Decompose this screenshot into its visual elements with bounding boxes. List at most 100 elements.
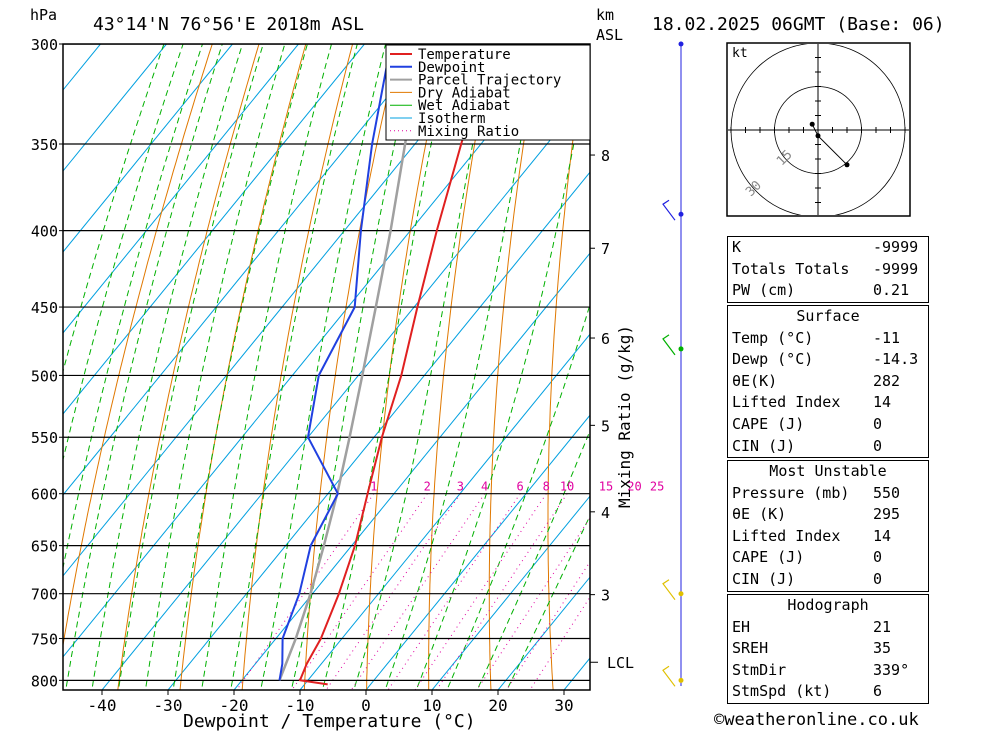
isotherm-line [63, 44, 167, 172]
km-tick-label: 6 [601, 330, 610, 348]
wind-profile [662, 41, 684, 687]
wet-adiabat-line [415, 55, 590, 690]
table-row: SREH 35 [732, 639, 892, 658]
mixing-ratio-label: 20 [627, 480, 641, 494]
dry-adiabat-line [961, 44, 1000, 692]
legend-label: Wet Adiabat [418, 98, 511, 114]
table-row: CIN (J) 0 [732, 436, 883, 455]
mixing-ratio-label: 8 [543, 480, 550, 494]
wet-adiabat-line [63, 44, 165, 373]
table-row: EH 21 [732, 617, 892, 636]
asl-unit-label: ASL [596, 26, 623, 44]
km-tick-label: 8 [601, 147, 610, 165]
wet-adiabat-line [353, 44, 493, 690]
wet-adiabat-line [290, 44, 418, 690]
isotherm-line [167, 171, 590, 690]
x-tick-label: -30 [154, 696, 183, 715]
mixing-ratio-line [236, 493, 375, 690]
pressure-tick-label: 650 [31, 538, 58, 556]
mixing-ratio-label: 3 [457, 480, 464, 494]
plot-profiles [278, 44, 491, 686]
plot-frame [62, 43, 591, 691]
dry-adiabat-line [179, 44, 307, 690]
hodograph-table: Hodograph EH 21 SREH 35 StmDir 339° StmSpd … [727, 594, 929, 704]
wind-level-dot [678, 211, 684, 217]
mixing-ratio-label: 15 [599, 480, 613, 494]
dry-adiabat-line [117, 44, 260, 690]
isotherm-line [63, 44, 563, 658]
indices-table: K -9999 Totals Totals -9999 PW (cm) 0.21 [727, 236, 929, 303]
hodograph-unit-label: kt [732, 46, 748, 61]
wind-barb [662, 334, 676, 356]
most-unstable-table-title: Most Unstable [769, 462, 887, 480]
km-tick-label: 7 [601, 240, 610, 258]
table-row: θE (K) 295 [732, 505, 901, 524]
mixing-ratio-label: 2 [424, 480, 431, 494]
legend-label: Parcel Trajectory [418, 73, 561, 89]
x-tick-label: 10 [422, 696, 441, 715]
mixing-ratio-line [435, 493, 568, 690]
dry-adiabat-line [488, 44, 541, 690]
table-row: K -9999 [732, 238, 919, 256]
pressure-tick-label: 600 [31, 486, 58, 504]
legend-label: Isotherm [418, 111, 485, 127]
pressure-tick-label: 550 [31, 429, 58, 447]
mixing-ratio-label: 6 [517, 480, 524, 494]
dry-adiabat-line [63, 44, 213, 648]
dry-adiabat-line [547, 44, 587, 690]
table-row: Lifted Index 14 [732, 526, 892, 545]
dry-adiabat-line [428, 44, 494, 690]
most-unstable-table: Most Unstable Pressure (mb) 550 θE (K) 295… [727, 460, 929, 592]
legend-label: Mixing Ratio [418, 124, 519, 140]
table-row: Dewp (°C) -14.3 [732, 350, 919, 369]
mixing-ratio-line [291, 493, 428, 690]
pressure-tick-label: 350 [31, 136, 58, 154]
table-row: Pressure (mb) 550 [732, 483, 901, 502]
table-row: CIN (J) 0 [732, 569, 883, 588]
surface-table: Surface Temp (°C) -11 Dewp (°C) -14.3 θE(K… [727, 305, 929, 459]
km-tick-label: 4 [601, 504, 610, 522]
table-row: StmDir 339° [732, 660, 910, 679]
wet-adiabat-line [476, 429, 590, 690]
pressure-tick-label: 750 [31, 630, 58, 648]
table-row: CAPE (J) 0 [732, 548, 883, 567]
x-tick-label: -20 [220, 696, 249, 715]
table-row: θE(K) 282 [732, 371, 901, 390]
pressure-tick-label: 800 [31, 672, 58, 690]
dry-adiabat-line [241, 44, 354, 690]
pressure-tick-label: 300 [31, 36, 58, 54]
wet-adiabat-line [506, 514, 590, 690]
isotherm-line [63, 44, 365, 415]
copyright-footer: ©weatheronline.co.uk [714, 710, 919, 730]
wet-adiabat-line [230, 44, 358, 690]
location-title: 43°14'N 76°56'E 2018m ASL [93, 14, 364, 35]
table-row: Temp (°C) -11 [732, 328, 901, 347]
plot-background-lines [63, 44, 1000, 692]
mixing-ratio-line [387, 493, 521, 690]
km-tick-label: 5 [601, 417, 610, 435]
wet-adiabat-line [321, 44, 453, 690]
wet-adiabat-line [63, 44, 203, 571]
pressure-tick-label: 450 [31, 299, 58, 317]
pressure-tick-label: 500 [31, 367, 58, 385]
table-row: Totals Totals -9999 [732, 259, 919, 278]
wet-adiabat-line [63, 44, 184, 462]
wet-adiabat-line [172, 44, 308, 690]
wet-adiabat-line [144, 44, 286, 690]
dry-adiabat-line [366, 44, 447, 690]
wind-level-dot [678, 41, 684, 47]
wind-barb [662, 199, 676, 221]
mixing-ratio-line [476, 516, 590, 690]
pressure-tick-label: 700 [31, 586, 58, 604]
mixing-ratio-label: 10 [560, 480, 574, 494]
wet-adiabat-line [117, 44, 264, 690]
chart-axes: 1 2 3 4 6 8 10 15 20 2530035040045050055060065070… [31, 36, 664, 715]
dewpoint-line [278, 44, 392, 681]
wind-level-dot [678, 591, 684, 597]
wet-adiabat-line [65, 44, 223, 690]
x-tick-label: -10 [286, 696, 315, 715]
legend-label: Dry Adiabat [418, 85, 511, 101]
